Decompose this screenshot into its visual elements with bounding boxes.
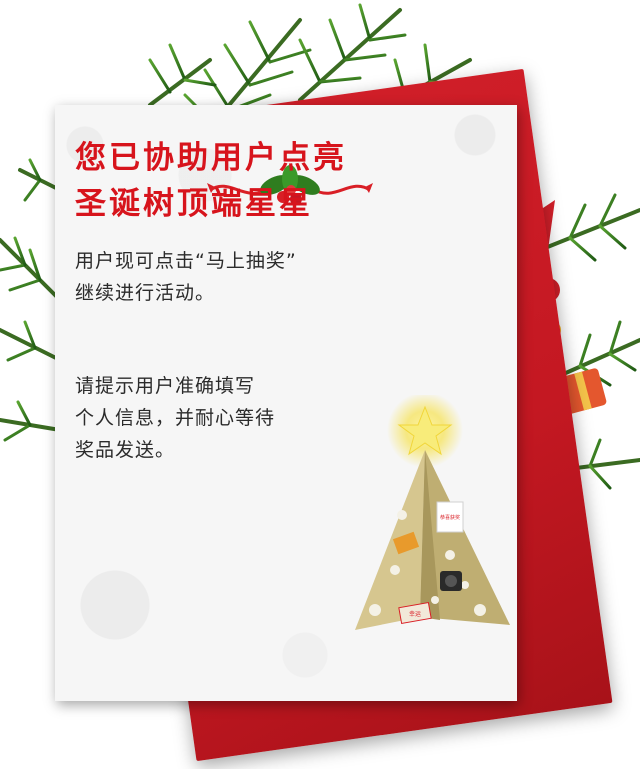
instruction-paragraph: 用户现可点击“马上抽奖” 继续进行活动。	[75, 245, 297, 309]
tree-tag-1: 恭喜获奖	[440, 514, 460, 521]
instruction-line-2: 继续进行活动。	[75, 282, 216, 304]
reminder-line-1: 请提示用户准确填写	[75, 375, 256, 397]
headline: 您已协助用户点亮 圣诞树顶端星星	[75, 135, 347, 227]
instruction-line-1: 用户现可点击“马上抽奖”	[75, 250, 297, 272]
headline-line-1: 您已协助用户点亮	[75, 140, 347, 176]
reminder-paragraph: 请提示用户准确填写 个人信息，并耐心等待 奖品发送。	[75, 370, 275, 466]
christmas-tree-illustration: 恭喜获奖 幸运	[355, 395, 510, 630]
tree-tag-2: 幸运	[409, 610, 421, 618]
holly-ribbon-icon	[207, 165, 373, 205]
reminder-line-3: 奖品发送。	[75, 439, 176, 461]
headline-line-2: 圣诞树顶端星星	[75, 186, 313, 222]
reminder-line-2: 个人信息，并耐心等待	[75, 407, 276, 429]
